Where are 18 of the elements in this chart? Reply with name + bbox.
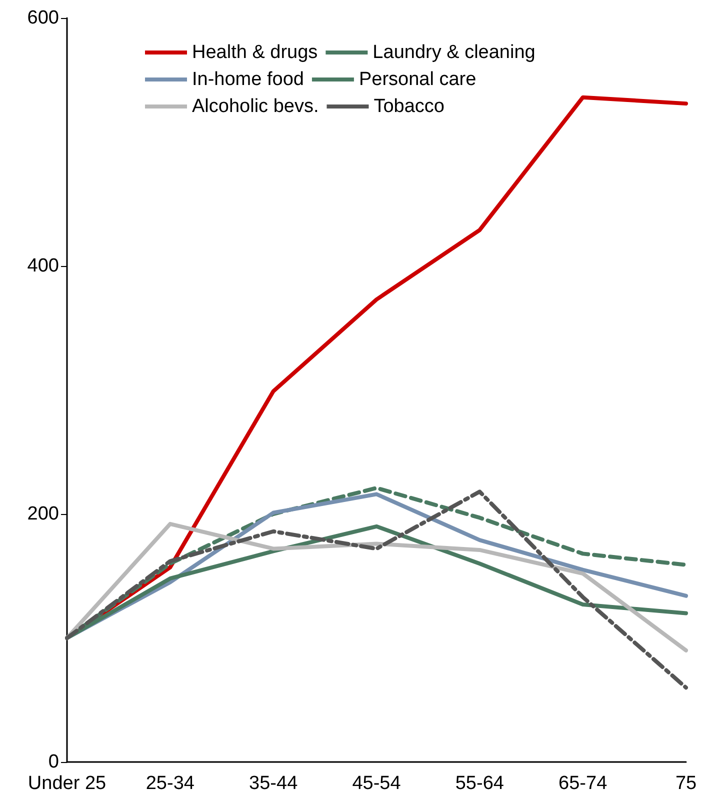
legend-label: Health & drugs <box>192 42 318 63</box>
y-tick-label: 600 <box>27 8 59 28</box>
line-series <box>65 490 688 690</box>
legend-label: Tobacco <box>374 96 445 117</box>
legend-label: Laundry & cleaning <box>372 42 536 63</box>
legend-label: Alcoholic bevs. <box>192 96 319 117</box>
y-tick-label: 0 <box>48 752 59 772</box>
x-tick-label: 65-74 <box>558 773 608 794</box>
x-tick-label: 35-44 <box>249 773 298 794</box>
x-tick-label: 55-64 <box>455 773 504 794</box>
legend-label: Personal care <box>358 69 476 90</box>
y-tick-label: 400 <box>27 256 59 276</box>
y-tick-label: 200 <box>27 504 59 524</box>
x-tick-label: Under 25 <box>28 773 106 794</box>
x-tick-label: 75 <box>675 773 697 794</box>
x-tick-label: 45-54 <box>352 773 402 794</box>
x-tick-label: 25-34 <box>146 773 195 794</box>
legend-label: In-home food <box>192 69 304 90</box>
